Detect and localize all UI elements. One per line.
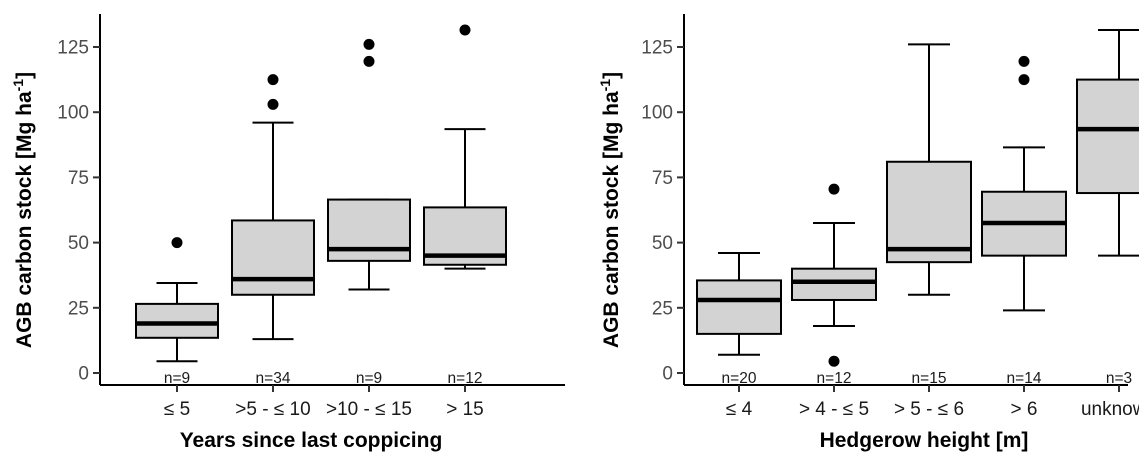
x-axis-title: Years since last coppicing — [180, 429, 443, 452]
outlier-point — [1018, 55, 1030, 67]
y-axis-title-superscript: -1 — [10, 79, 26, 92]
category-label: unknown — [1081, 399, 1139, 420]
outlier-point — [459, 24, 471, 36]
y-axis-title: AGB carbon stock [Mg ha-1] — [10, 72, 36, 348]
category-label: ≤ 5 — [164, 399, 190, 420]
sample-size-label: n=12 — [817, 370, 852, 387]
panel-years-since-coppicing: 0 25 50 75 100 125 ≤ 5 n=9 >5 - ≤ 10 n=34 >10 - ≤ … — [10, 14, 565, 452]
y-tick-label: 25 — [68, 298, 89, 319]
y-axis-title-main: AGB carbon stock [Mg ha — [600, 91, 623, 348]
outlier-point — [363, 38, 375, 50]
iqr-box — [231, 219, 315, 296]
y-axis-title-main: AGB carbon stock [Mg ha — [13, 91, 36, 348]
outlier-point — [363, 55, 375, 67]
category-label: >5 - ≤ 10 — [235, 399, 310, 420]
iqr-box — [1076, 78, 1139, 195]
y-tick-label: 50 — [652, 233, 673, 254]
outlier-point — [171, 237, 183, 249]
y-tick-label: 0 — [78, 364, 89, 385]
sample-size-label: n=34 — [256, 370, 291, 387]
sample-size-label: n=9 — [356, 370, 382, 387]
y-axis-title: AGB carbon stock [Mg ha-1] — [597, 72, 623, 348]
sample-size-label: n=20 — [722, 370, 757, 387]
box-3: > 5 - ≤ 6 n=15 — [886, 43, 972, 420]
y-tick-label: 25 — [652, 298, 673, 319]
box-4: > 6 n=14 — [981, 55, 1067, 420]
iqr-box — [886, 160, 972, 264]
box-1: ≤ 4 n=20 — [696, 252, 782, 420]
outlier-point — [267, 74, 279, 86]
sample-size-label: n=14 — [1007, 370, 1042, 387]
category-label: > 5 - ≤ 6 — [894, 399, 964, 420]
box-4: > 15 n=12 — [423, 24, 507, 420]
y-tick-label: 0 — [662, 364, 673, 385]
sample-size-label: n=12 — [448, 370, 483, 387]
box-2: > 4 - ≤ 5 n=12 — [791, 183, 877, 420]
y-axis-title-superscript: -1 — [597, 79, 613, 92]
sample-size-label: n=3 — [1106, 370, 1132, 387]
y-tick-label: 125 — [641, 38, 673, 59]
y-tick-label: 100 — [641, 103, 673, 124]
iqr-box — [135, 302, 219, 339]
box-5: unknown n=3 — [1076, 29, 1139, 420]
y-tick-label: 75 — [652, 168, 673, 189]
y-tick-label: 50 — [68, 233, 89, 254]
y-tick-label: 100 — [57, 103, 89, 124]
category-label: ≤ 4 — [726, 399, 753, 420]
y-tick-label: 125 — [57, 38, 89, 59]
y-tick-label: 75 — [68, 168, 89, 189]
box-2: >5 - ≤ 10 n=34 — [231, 74, 315, 420]
category-label: > 6 — [1011, 399, 1038, 420]
outlier-point — [828, 355, 840, 367]
sample-size-label: n=15 — [912, 370, 947, 387]
panel-hedgerow-height: 0 25 50 75 100 125 ≤ 4 n=20 > 4 - ≤ 5 n=12 > 5 - ≤… — [597, 14, 1139, 452]
category-label: > 15 — [446, 399, 484, 420]
category-label: >10 - ≤ 15 — [326, 399, 412, 420]
iqr-box — [791, 267, 877, 301]
category-label: > 4 - ≤ 5 — [799, 399, 869, 420]
y-axis-title-close: ] — [600, 72, 623, 79]
iqr-box — [696, 279, 782, 335]
outlier-point — [828, 183, 840, 195]
box-1: ≤ 5 n=9 — [135, 237, 219, 420]
sample-size-label: n=9 — [164, 370, 190, 387]
iqr-box — [327, 198, 411, 262]
outlier-point — [267, 98, 279, 110]
outlier-point — [1018, 74, 1030, 86]
y-axis-title-close: ] — [13, 72, 36, 79]
x-axis-title: Hedgerow height [m] — [820, 429, 1029, 452]
box-3: >10 - ≤ 15 n=9 — [326, 38, 412, 420]
